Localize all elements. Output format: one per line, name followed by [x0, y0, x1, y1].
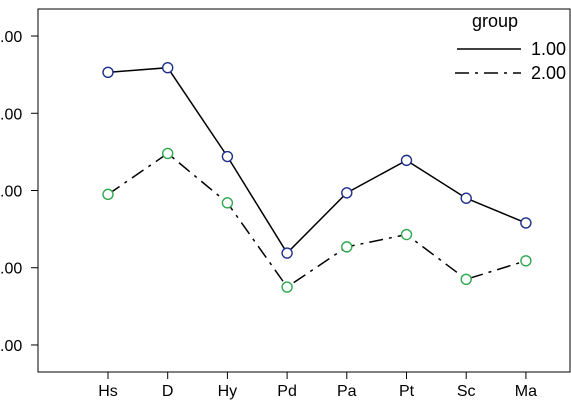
data-point	[460, 273, 472, 286]
series-line-1	[107, 66, 527, 255]
data-point	[341, 187, 353, 199]
data-point	[520, 217, 532, 229]
data-point	[102, 66, 114, 79]
y-tick-label: .00	[0, 261, 22, 278]
x-tick-label: Pa	[337, 383, 357, 400]
data-point	[520, 255, 532, 267]
x-tick-label: Hy	[218, 383, 238, 400]
y-tick-label: .00	[0, 184, 22, 201]
data-point	[400, 154, 413, 167]
y-tick-label: .00	[0, 338, 22, 355]
x-tick-label: Hs	[98, 383, 118, 400]
data-point	[281, 247, 293, 259]
x-tick-label: Pt	[399, 383, 415, 400]
y-tick-label: .00	[0, 106, 22, 123]
series-line-2	[107, 152, 527, 289]
data-point	[161, 147, 174, 160]
data-point	[102, 188, 114, 201]
y-tick-label: .00	[0, 29, 22, 46]
data-point	[221, 197, 234, 209]
legend: group 1.00 2.00	[455, 11, 566, 83]
data-point	[221, 150, 234, 163]
x-tick-label: D	[162, 383, 174, 400]
legend-label-2: 2.00	[531, 63, 566, 83]
x-axis: Hs D Hy Pd Pa Pt Sc Ma	[98, 372, 537, 400]
data-point	[161, 61, 174, 74]
x-tick-label: Sc	[457, 383, 476, 400]
data-point	[341, 241, 353, 253]
legend-title: group	[472, 11, 518, 31]
series-layer	[102, 61, 532, 293]
data-point	[400, 228, 413, 241]
x-tick-label: Ma	[515, 383, 537, 400]
data-point	[460, 192, 472, 204]
legend-label-1: 1.00	[531, 39, 566, 59]
x-tick-label: Pd	[277, 383, 297, 400]
data-point	[281, 281, 293, 293]
y-axis: .00 .00 .00 .00 .00	[0, 29, 38, 355]
plot-frame	[37, 8, 571, 373]
